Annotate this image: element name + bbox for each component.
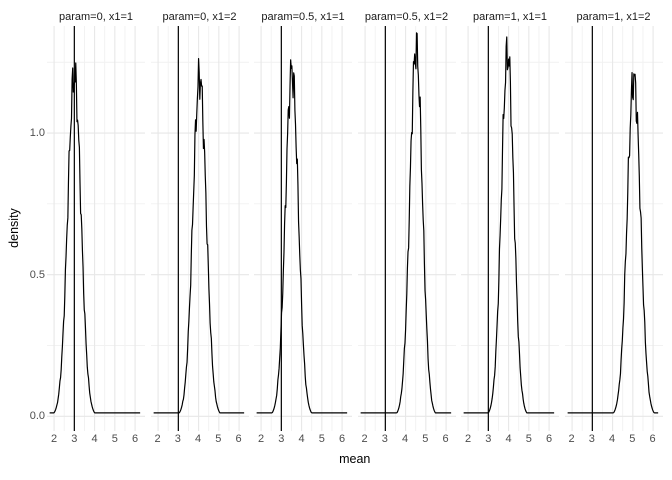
x-tick-label: 6 [235,433,242,445]
facet-plot-canvas [254,26,352,431]
facet-panel: param=0.5, x1=1 2 3 4 5 6 [254,0,352,447]
x-tick-label: 5 [422,433,429,445]
facet-panel: param=1, x1=2 2 3 4 5 6 [564,0,663,447]
density-curve [567,72,658,414]
x-tick-label: 4 [402,433,409,445]
x-tick-label: 5 [318,433,325,445]
facet-plot-canvas [150,26,249,431]
x-axis-tick-labels: 2 3 4 5 6 [461,431,559,447]
x-tick-label: 4 [609,433,616,445]
x-tick-label: 5 [215,433,222,445]
x-tick-label: 4 [195,433,202,445]
x-tick-label: 4 [91,433,98,445]
x-tick-label: 4 [505,433,512,445]
x-axis-title: mean [339,452,371,466]
facet-panel: param=0, x1=1 2 3 4 5 6 [47,0,145,447]
facet-panel: param=0.5, x1=2 2 3 4 5 6 [357,0,456,447]
facet-strip-label: param=1, x1=2 [576,11,651,23]
facet-strip-label: param=0, x1=2 [162,11,237,23]
y-axis-title: density [7,207,21,248]
x-axis-tick-labels: 2 3 4 5 6 [151,431,249,447]
facet-plot-canvas [461,26,559,431]
x-tick-label: 2 [154,433,161,445]
facet-panel: param=1, x1=1 2 3 4 5 6 [461,0,559,447]
facet-panel: param=0, x1=2 2 3 4 5 6 [150,0,249,447]
x-tick-label: 5 [525,433,532,445]
y-tick-label: 1.0 [29,127,45,140]
x-tick-label: 3 [485,433,492,445]
facet-panels: param=0, x1=1 2 3 4 5 6 param=0, x1=2 2 3 4 5 6 para… [47,0,663,447]
x-axis-tick-labels: 2 3 4 5 6 [254,431,352,447]
x-axis-tick-labels: 2 3 4 5 6 [358,431,456,447]
x-tick-label: 3 [278,433,285,445]
x-tick-label: 6 [132,433,139,445]
y-tick-label: 0.5 [29,268,45,281]
facet-plot-canvas [564,26,663,431]
density-curve [463,36,555,414]
x-tick-label: 3 [174,433,181,445]
facet-plot-canvas [357,26,456,431]
x-tick-label: 4 [298,433,305,445]
y-tick-label: 0.0 [29,410,45,423]
density-curve [153,58,244,414]
x-tick-label: 5 [629,433,636,445]
x-tick-label: 6 [546,433,553,445]
facet-strip-label: param=0, x1=1 [59,11,133,23]
density-curve [256,59,348,414]
density-curve [360,32,451,414]
facet-strip-label: param=1, x1=1 [473,11,547,23]
facet-strip-label: param=0.5, x1=1 [261,11,345,23]
x-tick-label: 2 [465,433,472,445]
facet-plot-canvas [47,26,145,431]
x-tick-label: 6 [649,433,656,445]
x-tick-label: 6 [442,433,449,445]
x-tick-label: 5 [111,433,118,445]
x-tick-label: 3 [381,433,388,445]
x-tick-label: 3 [588,433,595,445]
x-axis-tick-labels: 2 3 4 5 6 [565,431,663,447]
density-curve [49,62,141,414]
facet-strip-label: param=0.5, x1=2 [364,11,449,23]
x-tick-label: 2 [361,433,368,445]
x-axis-tick-labels: 2 3 4 5 6 [47,431,145,447]
x-tick-label: 2 [51,433,58,445]
x-tick-label: 6 [339,433,346,445]
x-tick-label: 2 [258,433,265,445]
x-tick-label: 2 [568,433,575,445]
x-tick-label: 3 [71,433,78,445]
